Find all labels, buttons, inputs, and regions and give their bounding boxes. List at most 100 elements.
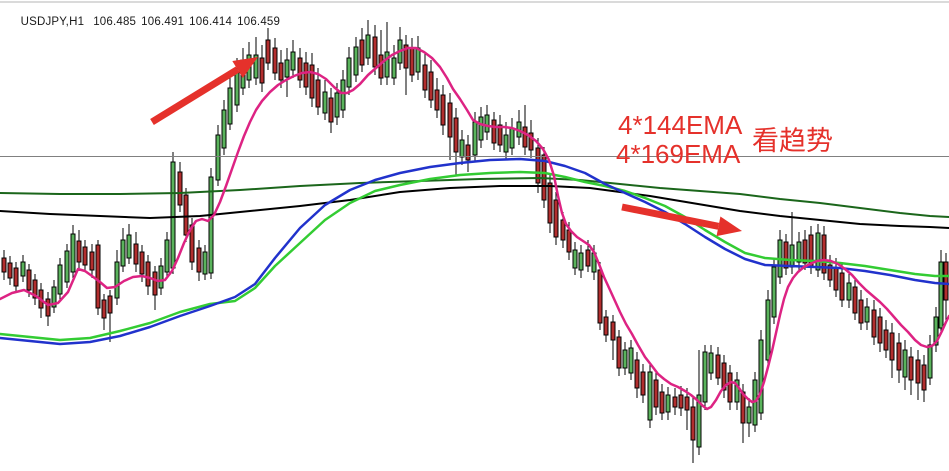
trend-arrow-head-1 (232, 57, 258, 79)
candle-bear (32, 279, 38, 299)
candle-bear (821, 234, 827, 274)
candle-bear (297, 57, 303, 81)
candle-bear (721, 362, 727, 391)
candle-bear (278, 62, 284, 81)
candle-bear (133, 243, 139, 265)
candle-bull (334, 92, 340, 118)
quote-open: 106.485 (93, 16, 137, 28)
candle-bear (852, 286, 858, 314)
candle-bull (578, 252, 584, 271)
candle-bear (1, 257, 7, 273)
candle-bull (622, 349, 628, 369)
candle-bear (877, 316, 883, 344)
candle-bear (690, 406, 696, 441)
candle-bull (927, 344, 933, 379)
candle-bear (802, 239, 808, 264)
candle-bear (597, 269, 603, 324)
candle-bull (221, 109, 227, 149)
candle-bear (13, 267, 19, 287)
candle-bull (391, 57, 397, 79)
candle-bull (346, 57, 352, 88)
ema-169-label: 4*169EMA (616, 139, 741, 169)
candle-bull (628, 347, 634, 374)
candle-bull (509, 127, 515, 149)
candle-bull (572, 249, 578, 269)
candle-bear (95, 244, 101, 309)
candle-bear (497, 124, 503, 146)
candle-bear (889, 332, 895, 361)
candle-bear (839, 272, 845, 301)
candle-bear (616, 336, 622, 369)
candle-bear (139, 251, 145, 275)
candle-bear (943, 261, 949, 301)
candle-bear (547, 182, 553, 224)
candle-bull (208, 176, 214, 274)
candle-bull (215, 134, 221, 181)
candle-bear (303, 62, 309, 88)
candle-bear (315, 79, 321, 108)
ema-144-label: 4*144EMA (618, 110, 743, 140)
candle-bear (447, 102, 453, 138)
candle-bear (915, 359, 921, 384)
candle-bear (827, 264, 833, 281)
candle-bear (921, 364, 927, 391)
candle-bull (340, 79, 346, 111)
candle-bear (45, 298, 51, 317)
candle-bear (566, 229, 572, 253)
candle-bull (938, 261, 944, 329)
candle-bear (422, 64, 428, 91)
candle-bear (265, 39, 271, 64)
candle-bull (51, 286, 57, 308)
candle-bull (902, 349, 908, 378)
candle-bull (284, 59, 290, 78)
trend-arrow-1 (150, 66, 240, 125)
candle-bull (933, 316, 939, 346)
candle-bear (403, 44, 409, 69)
candle-bear (640, 371, 646, 396)
candle-bear (727, 372, 733, 403)
candle-bull (170, 161, 176, 269)
candle-bear (7, 262, 13, 279)
candle-bear (107, 295, 113, 314)
candle-bull (696, 394, 702, 448)
candle-bull (384, 51, 390, 78)
candle-bear (610, 321, 616, 341)
candle-bear (453, 117, 459, 153)
candle-bear (89, 251, 95, 271)
candle-bull (765, 299, 771, 361)
candle-bull (234, 71, 240, 106)
candle-bear (634, 359, 640, 389)
candle-bear (82, 246, 88, 266)
candle-bear (522, 126, 528, 148)
candle-bull (796, 241, 802, 263)
candle-bear (359, 39, 365, 66)
watch-trend-label: 看趋势 (752, 126, 833, 156)
candle-bear (783, 241, 789, 269)
candle-bull (164, 239, 170, 273)
candle-bull (746, 406, 752, 424)
candle-bear (585, 249, 591, 267)
candle-bull (708, 352, 714, 374)
candle-bull (64, 250, 70, 283)
candle-bull (20, 261, 26, 277)
candle-bull (70, 233, 76, 273)
candle-bull (484, 114, 490, 133)
candle-bull (503, 134, 509, 153)
candle-bull (126, 234, 132, 259)
candle-bear (684, 396, 690, 411)
candle-bear (908, 356, 914, 381)
candle-bull (702, 351, 708, 403)
candle-bear (196, 247, 202, 273)
candle-bear (465, 144, 471, 161)
candle-bear (833, 267, 839, 291)
quote-low: 106.414 (189, 16, 233, 28)
candle-bull (253, 54, 259, 79)
candle-bear (535, 147, 541, 184)
trend-arrow-head-2 (716, 216, 742, 237)
candle-bear (272, 47, 278, 74)
candle-bull (158, 265, 164, 289)
candle-bull (665, 394, 671, 413)
candle-bull (290, 51, 296, 71)
candle-bull (227, 87, 233, 125)
